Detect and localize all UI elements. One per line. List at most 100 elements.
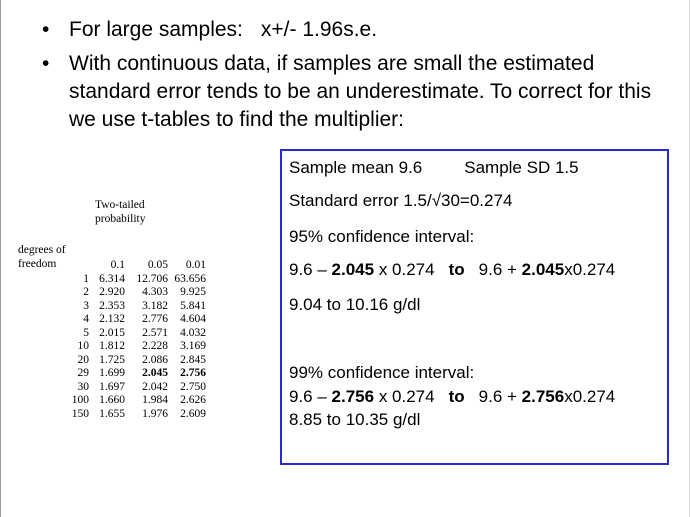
value-cell: 3.182 xyxy=(142,299,168,312)
value-cell: 2.845 xyxy=(180,353,206,366)
df-cell: 1 xyxy=(83,272,89,285)
t-table-col-header: 0.05 xyxy=(147,259,168,271)
probability-header-line2: probability xyxy=(95,212,146,225)
ci95-part: x0.274 xyxy=(564,260,616,279)
probability-header-line1: Two-tailed xyxy=(95,199,145,211)
t-table-col-header: 0.01 xyxy=(185,259,206,271)
sample-sd: Sample SD 1.5 xyxy=(464,158,579,177)
bullet-list: • For large samples: x+/- 1.96s.e. • With… xyxy=(42,16,672,140)
sample-mean: Sample mean 9.6 xyxy=(289,158,423,177)
df-cell: 20 xyxy=(77,353,90,366)
value-cell: 2.750 xyxy=(180,380,206,393)
table-row: 150 1.655 1.976 2.609 xyxy=(62,408,206,422)
bullet-text: With continuous data, if samples are sma… xyxy=(69,52,652,131)
ci95-part: 9.6 + xyxy=(478,260,522,279)
value-cell: 1.699 xyxy=(99,367,125,380)
sample-stats-line: Sample mean 9.6 Sample SD 1.5 xyxy=(289,158,579,178)
bullet-dot: • xyxy=(42,18,50,41)
t-table: 0.1 0.05 0.01 1 6.314 12.706 63.656 2 2.920 4… xyxy=(62,259,206,422)
ci95-title: 95% confidence interval: xyxy=(289,227,475,246)
value-cell: 1.725 xyxy=(99,353,125,366)
ci99-formula: 9.6 – 2.756 x 0.274 to 9.6 + 2.756x0.274 xyxy=(289,387,615,407)
dof-header: degrees of freedom xyxy=(18,244,88,271)
ci95-formula: 9.6 – 2.045 x 0.274 to 9.6 + 2.045x0.274 xyxy=(289,260,615,280)
value-cell: 2.132 xyxy=(99,313,125,326)
left-border xyxy=(0,0,1,517)
ci99-part: 9.6 – xyxy=(289,387,332,406)
value-cell: 6.314 xyxy=(99,272,125,285)
value-cell: 2.920 xyxy=(99,286,125,299)
value-cell: 12.706 xyxy=(136,272,168,285)
value-cell: 2.609 xyxy=(180,408,206,421)
bullet-small-samples: • With continuous data, if samples are s… xyxy=(42,50,672,134)
calculation-box: Sample mean 9.6 Sample SD 1.5 Standard er… xyxy=(280,149,669,465)
df-cell: 30 xyxy=(77,380,90,393)
value-cell: 1.655 xyxy=(99,408,125,421)
value-cell: 1.984 xyxy=(142,394,168,407)
ci99-part: x 0.274 xyxy=(374,387,435,406)
value-cell: 2.086 xyxy=(142,353,168,366)
value-cell-bold: 2.045 xyxy=(142,367,168,380)
df-cell: 150 xyxy=(71,408,89,421)
value-cell: 4.604 xyxy=(180,313,206,326)
table-row: 3 2.353 3.182 5.841 xyxy=(62,300,206,314)
value-cell: 5.841 xyxy=(180,299,206,312)
table-row: 2 2.920 4.303 9.925 xyxy=(62,286,206,300)
value-cell: 9.925 xyxy=(180,286,206,299)
ci99-multiplier: 2.756 xyxy=(521,387,565,406)
table-row: 100 1.660 1.984 2.626 xyxy=(62,394,206,408)
df-cell: 100 xyxy=(71,394,89,407)
table-row: 10 1.812 2.228 3.169 xyxy=(62,340,207,354)
value-cell: 4.032 xyxy=(180,326,206,339)
table-row: 5 2.015 2.571 4.032 xyxy=(62,327,206,341)
bullet-large-samples: • For large samples: x+/- 1.96s.e. xyxy=(42,16,672,44)
t-table-header-row: 0.1 0.05 0.01 xyxy=(62,259,206,273)
ci99-multiplier: 2.756 xyxy=(331,387,375,406)
bullet-dot: • xyxy=(42,52,50,75)
t-table-col-header: 0.1 xyxy=(110,259,125,271)
bullet-formula: x+/- 1.96s.e. xyxy=(260,18,378,41)
df-cell: 5 xyxy=(83,326,89,339)
value-cell: 3.169 xyxy=(180,340,206,353)
ci95-to: to xyxy=(448,260,465,279)
value-cell: 2.776 xyxy=(142,313,168,326)
value-cell-bold: 2.756 xyxy=(180,367,206,380)
df-cell: 4 xyxy=(83,313,89,326)
value-cell: 2.228 xyxy=(142,340,168,353)
ci95-multiplier: 2.045 xyxy=(331,260,375,279)
value-cell: 2.015 xyxy=(99,326,125,339)
t-table-corner xyxy=(62,259,95,273)
bullet-text: For large samples: xyxy=(69,18,243,41)
df-cell: 2 xyxy=(83,286,89,299)
table-row: 20 1.725 2.086 2.845 xyxy=(62,353,207,368)
value-cell: 1.976 xyxy=(142,408,168,421)
table-row: 4 2.132 2.776 4.604 xyxy=(62,313,206,327)
df-cell: 10 xyxy=(77,340,90,353)
standard-error: Standard error 1.5/√30=0.274 xyxy=(289,191,513,210)
ci95-result: 9.04 to 10.16 g/dl xyxy=(289,295,421,314)
ci99-result: 8.85 to 10.35 g/dl xyxy=(289,410,421,429)
value-cell: 1.812 xyxy=(99,340,125,353)
ci99-part: x0.274 xyxy=(564,387,616,406)
value-cell: 1.660 xyxy=(99,394,125,407)
probability-header: Two-tailed probability xyxy=(95,199,185,226)
value-cell: 63.656 xyxy=(174,272,206,285)
ci99-title: 99% confidence interval: xyxy=(289,363,475,382)
ci95-part: x 0.274 xyxy=(374,260,435,279)
dof-header-line1: degrees of xyxy=(18,244,66,256)
value-cell: 2.042 xyxy=(142,380,168,393)
df-cell: 29 xyxy=(77,367,90,380)
value-cell: 2.353 xyxy=(99,299,125,312)
value-cell: 2.571 xyxy=(142,326,168,339)
ci95-part: 9.6 – xyxy=(289,260,332,279)
df-cell: 3 xyxy=(83,299,89,312)
value-cell: 2.626 xyxy=(180,394,206,407)
value-cell: 1.697 xyxy=(99,380,125,393)
table-row-highlighted: 29 1.699 2.045 2.756 xyxy=(62,367,207,381)
table-row: 1 6.314 12.706 63.656 xyxy=(62,273,206,287)
ci99-part: 9.6 + xyxy=(478,387,522,406)
table-row: 30 1.697 2.042 2.750 xyxy=(62,380,207,395)
ci99-to: to xyxy=(448,387,465,406)
ci95-multiplier: 2.045 xyxy=(521,260,565,279)
value-cell: 4.303 xyxy=(142,286,168,299)
